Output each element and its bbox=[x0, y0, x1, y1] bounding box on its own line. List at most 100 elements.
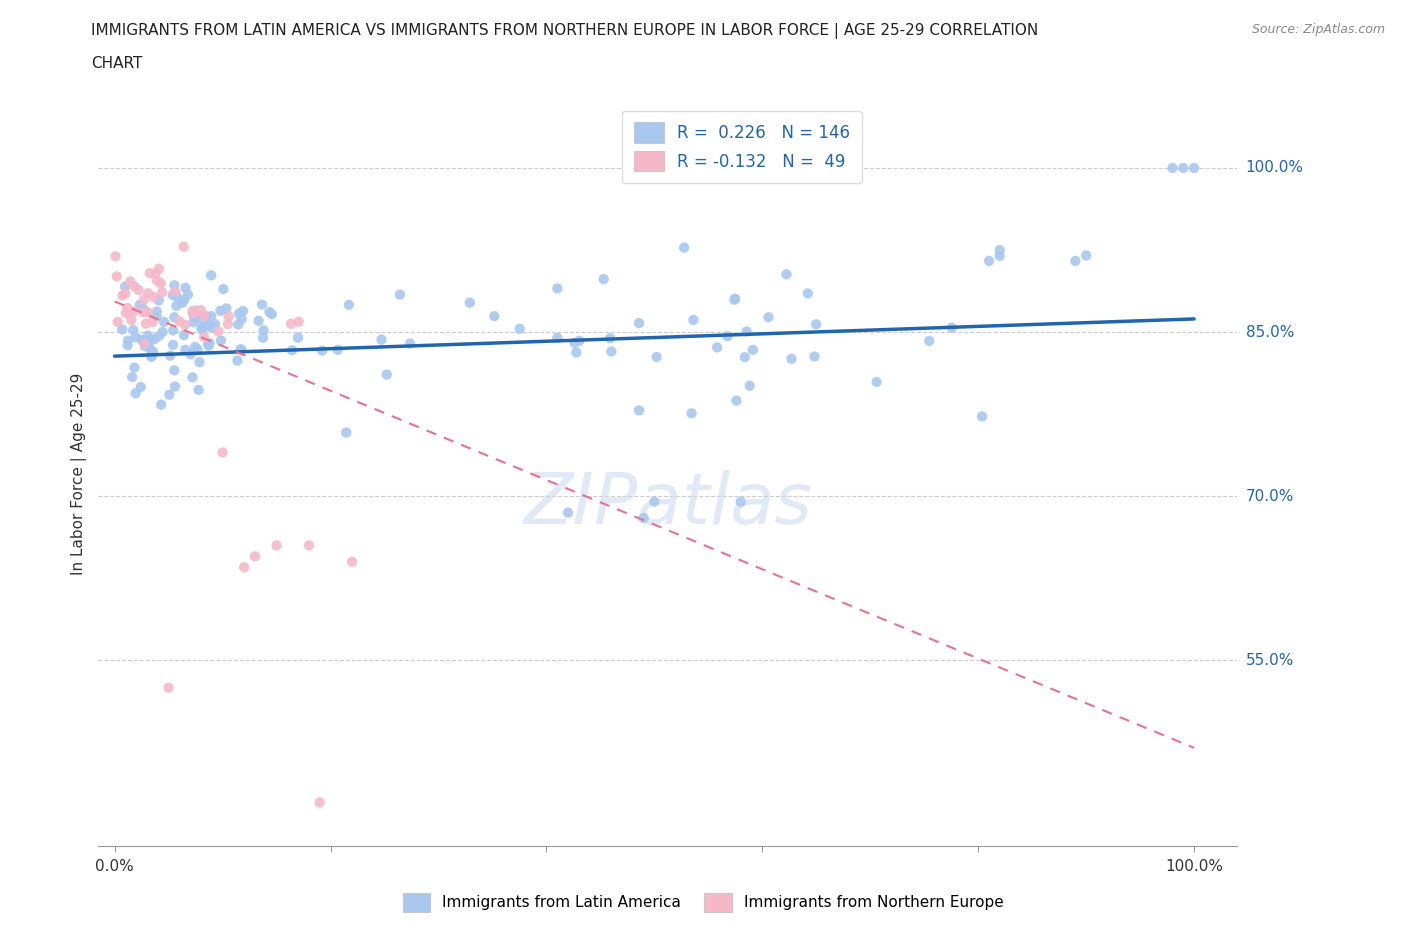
Point bbox=[218, 309, 240, 324]
Point bbox=[174, 281, 197, 296]
Point bbox=[735, 324, 758, 339]
Point bbox=[104, 249, 127, 264]
Point bbox=[592, 272, 614, 286]
Point bbox=[599, 331, 621, 346]
Point bbox=[138, 305, 160, 320]
Point bbox=[187, 382, 209, 397]
Point bbox=[162, 323, 184, 338]
Point bbox=[212, 282, 235, 297]
Point bbox=[120, 274, 142, 289]
Point bbox=[970, 409, 993, 424]
Point bbox=[738, 379, 761, 393]
Point bbox=[148, 293, 170, 308]
Point bbox=[308, 795, 330, 810]
Point bbox=[804, 317, 827, 332]
Point bbox=[681, 405, 703, 420]
Point bbox=[186, 303, 208, 318]
Text: 85.0%: 85.0% bbox=[1246, 325, 1294, 339]
Point bbox=[122, 304, 145, 319]
Point bbox=[162, 338, 184, 352]
Point bbox=[122, 323, 145, 338]
Point bbox=[247, 313, 270, 328]
Point bbox=[252, 330, 274, 345]
Point bbox=[132, 292, 155, 307]
Point bbox=[136, 286, 159, 300]
Point bbox=[335, 425, 357, 440]
Point bbox=[600, 344, 623, 359]
Point bbox=[546, 281, 568, 296]
Point bbox=[226, 353, 249, 368]
Point bbox=[183, 308, 205, 323]
Point bbox=[253, 323, 276, 338]
Point bbox=[803, 349, 825, 364]
Point bbox=[741, 342, 763, 357]
Point bbox=[166, 290, 188, 305]
Point bbox=[135, 316, 157, 331]
Point bbox=[207, 324, 229, 339]
Point bbox=[190, 303, 212, 318]
Point bbox=[127, 283, 149, 298]
Point bbox=[1161, 161, 1184, 176]
Point bbox=[180, 347, 202, 362]
Point bbox=[228, 306, 250, 321]
Point bbox=[128, 298, 150, 312]
Point bbox=[370, 332, 392, 347]
Point bbox=[132, 302, 155, 317]
Point bbox=[115, 305, 138, 320]
Point bbox=[197, 337, 219, 352]
Point bbox=[190, 321, 212, 336]
Point bbox=[564, 336, 586, 351]
Y-axis label: In Labor Force | Age 25-29: In Labor Force | Age 25-29 bbox=[72, 373, 87, 576]
Point bbox=[716, 329, 738, 344]
Point bbox=[173, 293, 195, 308]
Point bbox=[484, 309, 506, 324]
Point bbox=[730, 494, 752, 509]
Point bbox=[194, 309, 217, 324]
Point bbox=[117, 333, 139, 348]
Point bbox=[111, 322, 134, 337]
Point bbox=[568, 333, 591, 348]
Point bbox=[977, 254, 1000, 269]
Point bbox=[131, 332, 153, 347]
Text: CHART: CHART bbox=[91, 56, 143, 71]
Point bbox=[111, 288, 134, 303]
Point bbox=[132, 305, 155, 320]
Point bbox=[120, 312, 142, 327]
Text: 100.0%: 100.0% bbox=[1246, 161, 1303, 176]
Point bbox=[200, 268, 222, 283]
Point bbox=[138, 335, 160, 350]
Point bbox=[121, 369, 143, 384]
Point bbox=[117, 338, 139, 352]
Point bbox=[565, 345, 588, 360]
Point bbox=[129, 379, 152, 394]
Point bbox=[780, 352, 803, 366]
Point bbox=[233, 560, 256, 575]
Point bbox=[287, 330, 309, 345]
Point bbox=[184, 339, 207, 354]
Point bbox=[193, 309, 215, 324]
Point bbox=[163, 284, 186, 299]
Point bbox=[193, 329, 215, 344]
Point bbox=[191, 323, 214, 338]
Point bbox=[988, 248, 1011, 263]
Point bbox=[918, 334, 941, 349]
Point bbox=[197, 339, 219, 353]
Point bbox=[142, 344, 165, 359]
Point bbox=[399, 336, 422, 351]
Text: Source: ZipAtlas.com: Source: ZipAtlas.com bbox=[1251, 23, 1385, 36]
Point bbox=[775, 267, 797, 282]
Point bbox=[232, 303, 254, 318]
Point bbox=[557, 505, 579, 520]
Point bbox=[174, 317, 197, 332]
Point bbox=[724, 291, 747, 306]
Legend: R =  0.226   N = 146, R = -0.132   N =  49: R = 0.226 N = 146, R = -0.132 N = 49 bbox=[621, 111, 862, 183]
Point bbox=[259, 305, 281, 320]
Point bbox=[865, 375, 887, 390]
Point bbox=[197, 317, 219, 332]
Point bbox=[132, 334, 155, 349]
Point bbox=[280, 316, 302, 331]
Point bbox=[211, 445, 233, 459]
Point bbox=[148, 261, 170, 276]
Point bbox=[150, 397, 173, 412]
Point bbox=[162, 287, 184, 302]
